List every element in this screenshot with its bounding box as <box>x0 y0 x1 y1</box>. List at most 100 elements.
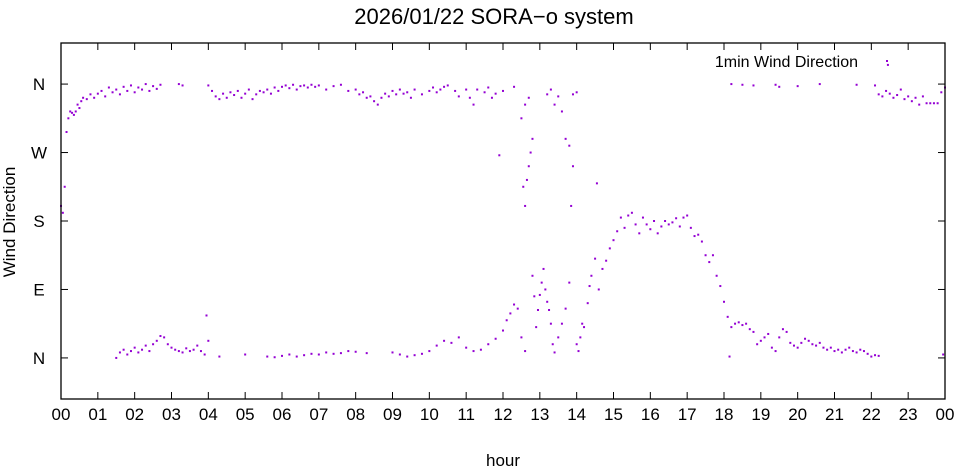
data-point <box>483 91 486 94</box>
data-point <box>288 353 291 356</box>
data-point <box>840 351 843 354</box>
y-tick-label: S <box>33 212 44 231</box>
data-point <box>664 220 667 222</box>
data-point <box>741 83 744 86</box>
data-point <box>354 88 357 91</box>
data-point <box>594 257 597 260</box>
plot-frame <box>60 42 946 400</box>
data-point <box>896 94 899 97</box>
data-point <box>590 274 593 277</box>
data-point <box>524 350 527 353</box>
data-point <box>63 185 66 188</box>
data-point <box>638 232 641 235</box>
data-point <box>159 335 162 338</box>
data-point <box>266 355 269 358</box>
data-point <box>815 344 818 347</box>
data-point <box>538 293 541 296</box>
data-point <box>697 233 700 236</box>
data-point <box>560 110 563 113</box>
data-point <box>78 107 81 110</box>
x-tick-label: 00 <box>936 405 955 424</box>
x-tick-label: 06 <box>273 405 292 424</box>
data-point <box>273 356 276 359</box>
data-point <box>877 354 880 357</box>
data-point <box>413 354 416 357</box>
data-point <box>137 86 140 89</box>
data-point <box>218 98 221 101</box>
x-tick-label: 22 <box>862 405 881 424</box>
data-point <box>513 85 516 88</box>
data-point <box>877 93 880 96</box>
data-point <box>67 117 70 120</box>
data-point <box>369 95 372 98</box>
data-point <box>339 83 342 86</box>
y-tick-label: E <box>33 280 44 299</box>
data-point <box>384 92 387 95</box>
data-point <box>942 353 945 356</box>
data-point <box>303 84 306 87</box>
data-point <box>144 83 147 86</box>
data-point <box>339 352 342 355</box>
data-point <box>627 214 630 217</box>
data-point <box>527 165 530 168</box>
data-point <box>829 346 832 349</box>
data-point <box>141 348 144 351</box>
data-point <box>575 91 578 94</box>
data-point <box>148 350 151 353</box>
x-tick-label: 04 <box>199 405 218 424</box>
data-point <box>583 326 586 329</box>
data-point <box>719 285 722 288</box>
data-point <box>502 89 504 92</box>
data-point <box>188 350 191 353</box>
data-point <box>649 228 652 231</box>
x-tick-label: 15 <box>604 405 623 424</box>
data-point <box>630 211 633 214</box>
data-point <box>207 84 210 87</box>
data-point <box>258 89 261 92</box>
y-axis-label: Wind Direction <box>0 167 19 278</box>
data-point <box>529 151 532 154</box>
data-point <box>874 354 877 357</box>
data-point <box>148 89 151 92</box>
data-point <box>899 88 902 91</box>
data-point <box>711 254 714 257</box>
data-point <box>111 91 114 94</box>
data-point <box>317 84 320 87</box>
data-point <box>903 98 906 101</box>
data-point <box>432 86 435 89</box>
data-point <box>443 85 446 88</box>
data-point <box>365 352 368 355</box>
data-point <box>752 84 755 87</box>
data-point <box>218 355 221 358</box>
data-point <box>332 352 335 355</box>
x-tick-label: 18 <box>715 405 734 424</box>
data-points <box>60 63 946 359</box>
data-point <box>885 89 888 92</box>
data-point <box>358 93 361 96</box>
data-point <box>365 96 368 99</box>
data-point <box>222 92 225 95</box>
data-point <box>524 103 527 106</box>
data-point <box>295 88 298 91</box>
data-point <box>303 354 306 357</box>
data-point <box>420 93 423 96</box>
data-point <box>553 351 556 354</box>
data-point <box>166 343 169 346</box>
x-axis-label: hour <box>486 451 520 470</box>
data-point <box>888 92 891 95</box>
data-point <box>527 96 530 99</box>
data-point <box>807 339 810 342</box>
data-point <box>595 182 598 185</box>
data-point <box>292 83 295 86</box>
data-point <box>929 102 932 105</box>
data-point <box>866 352 869 355</box>
data-point <box>468 96 471 99</box>
data-point <box>741 324 744 327</box>
data-point <box>579 336 582 339</box>
data-point <box>704 254 707 257</box>
data-point <box>205 314 208 317</box>
data-point <box>612 239 615 242</box>
data-point <box>446 84 449 87</box>
data-point <box>667 223 670 226</box>
data-point <box>465 346 468 349</box>
